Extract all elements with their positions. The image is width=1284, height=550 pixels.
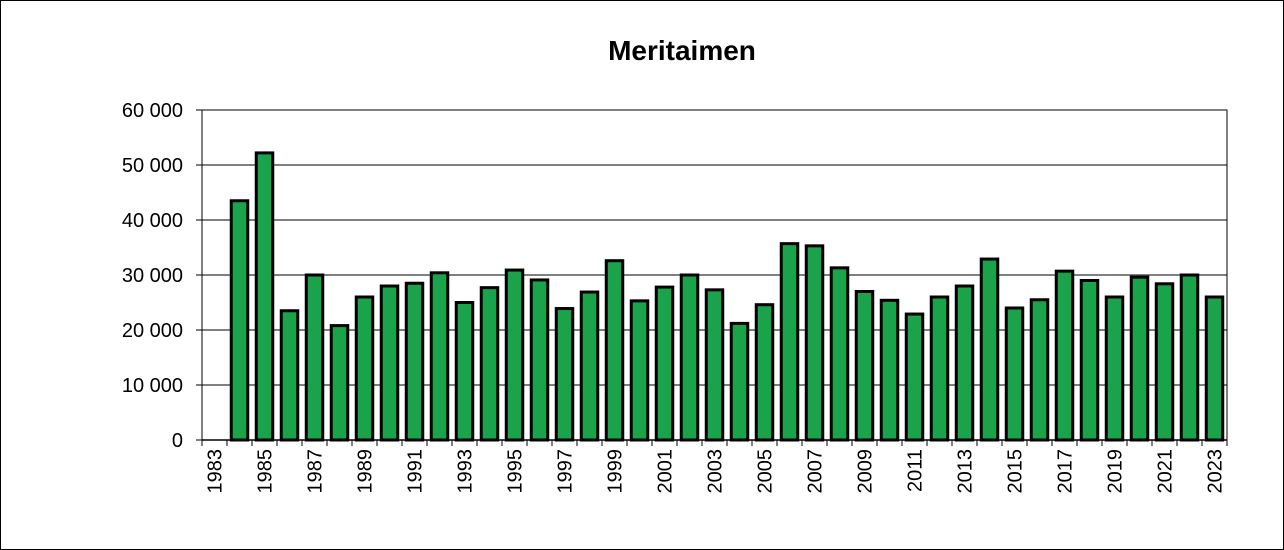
x-tick-label: 2021	[1155, 449, 1177, 494]
bar-1988	[329, 324, 350, 442]
y-tick-labels: 0 10 000 20 000 30 000 40 000 50 000 60 000	[122, 100, 202, 452]
bar-1994	[479, 286, 500, 442]
y-tick-label: 40 000	[122, 210, 183, 232]
bar-1990	[379, 284, 400, 442]
x-tick-label: 2023	[1205, 449, 1227, 494]
x-tick-label: 1999	[605, 449, 627, 494]
bar-2009	[854, 290, 875, 442]
bar-2016	[1029, 298, 1050, 442]
y-tick-label: 0	[172, 430, 183, 452]
x-tick-label: 1985	[255, 449, 277, 494]
y-tick-label: 60 000	[122, 100, 183, 122]
x-tick-label: 2017	[1055, 449, 1077, 494]
bar-2010	[879, 298, 900, 442]
bar-1999	[604, 259, 625, 442]
bar-2003	[704, 288, 725, 442]
bars	[229, 151, 1225, 442]
bar-2006	[779, 242, 800, 442]
bar-1989	[354, 295, 375, 442]
x-tick-label: 2015	[1005, 449, 1027, 494]
y-tick-label: 10 000	[122, 375, 183, 397]
bar-2014	[979, 257, 1000, 442]
bar-2008	[829, 266, 850, 442]
bar-2017	[1054, 269, 1075, 442]
bar-2005	[754, 303, 775, 442]
x-tick-label: 2007	[805, 449, 827, 494]
bar-2021	[1154, 282, 1175, 442]
bar-1992	[429, 271, 450, 442]
bar-1996	[529, 278, 550, 442]
x-tick-label: 2003	[705, 449, 727, 494]
bar-2018	[1079, 279, 1100, 442]
bar-1995	[504, 268, 525, 442]
y-tick-label: 20 000	[122, 320, 183, 342]
bar-1991	[404, 281, 425, 442]
bar-2022	[1179, 273, 1200, 442]
y-tick-label: 30 000	[122, 265, 183, 287]
chart-title: Meritaimen	[608, 35, 756, 66]
bar-2023	[1204, 295, 1225, 442]
x-tick-label: 1983	[205, 449, 227, 494]
bar-2002	[679, 273, 700, 442]
x-tick-label: 1987	[305, 449, 327, 494]
x-tick-label: 2019	[1105, 449, 1127, 494]
bar-1986	[279, 309, 300, 442]
bar-2000	[629, 299, 650, 442]
x-tick-label: 2011	[905, 449, 927, 492]
x-tick-label: 1995	[505, 449, 527, 494]
x-tick-labels: 1983 1985 1987 1989 1991 1993 1995 1997 1999 2001…	[201, 440, 1228, 494]
bar-1984	[229, 199, 250, 442]
x-tick-label: 2005	[755, 449, 777, 494]
bar-1987	[304, 273, 325, 442]
bar-2013	[954, 284, 975, 442]
x-tick-label: 2009	[855, 449, 877, 494]
bar-2011	[904, 312, 925, 442]
x-tick-label: 1991	[405, 449, 427, 494]
bar-2015	[1004, 306, 1025, 442]
bar-1997	[554, 307, 575, 442]
bar-2020	[1129, 275, 1150, 442]
bar-2012	[929, 295, 950, 442]
x-tick-label: 1997	[555, 449, 577, 494]
y-tick-label: 50 000	[122, 155, 183, 177]
bar-1993	[454, 301, 475, 442]
x-tick-label: 2013	[955, 449, 977, 494]
bar-2001	[654, 285, 675, 442]
bar-2004	[729, 321, 750, 442]
x-tick-label: 1989	[355, 449, 377, 494]
bar-2019	[1104, 295, 1125, 442]
bar-2007	[804, 244, 825, 442]
x-tick-label: 1993	[455, 449, 477, 494]
bar-1985	[254, 151, 275, 442]
x-tick-label: 2001	[655, 449, 677, 494]
bar-1998	[579, 290, 600, 442]
